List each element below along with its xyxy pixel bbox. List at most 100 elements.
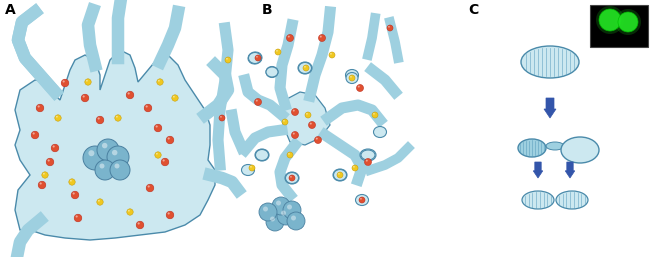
Circle shape (357, 85, 363, 91)
Circle shape (225, 57, 231, 63)
Circle shape (320, 36, 322, 38)
Circle shape (46, 158, 54, 166)
Circle shape (163, 159, 165, 162)
Circle shape (309, 122, 316, 128)
Circle shape (220, 116, 222, 118)
Circle shape (161, 158, 169, 166)
Circle shape (156, 125, 158, 127)
Circle shape (95, 160, 115, 180)
Circle shape (266, 213, 284, 231)
Circle shape (89, 150, 94, 156)
Circle shape (293, 133, 295, 135)
Circle shape (128, 210, 130, 212)
Circle shape (86, 80, 88, 82)
Circle shape (338, 173, 340, 175)
Ellipse shape (255, 149, 269, 161)
Circle shape (275, 49, 281, 55)
Circle shape (157, 79, 163, 85)
Circle shape (287, 205, 292, 209)
Circle shape (55, 115, 61, 121)
Polygon shape (280, 92, 330, 145)
Ellipse shape (286, 172, 299, 183)
Ellipse shape (518, 139, 546, 157)
Circle shape (81, 94, 89, 102)
Circle shape (36, 104, 44, 112)
Circle shape (70, 180, 72, 182)
Circle shape (166, 136, 174, 144)
Circle shape (276, 200, 281, 206)
Circle shape (155, 152, 161, 158)
Circle shape (304, 66, 306, 68)
Circle shape (288, 36, 290, 38)
Circle shape (148, 185, 150, 188)
Circle shape (283, 201, 301, 219)
Circle shape (102, 143, 107, 148)
Circle shape (48, 159, 49, 162)
Circle shape (112, 150, 117, 155)
Text: C: C (468, 3, 478, 17)
Circle shape (38, 105, 40, 107)
Circle shape (282, 119, 288, 125)
Ellipse shape (546, 142, 564, 150)
Text: B: B (262, 3, 273, 17)
Text: A: A (5, 3, 16, 17)
Circle shape (388, 26, 390, 28)
Circle shape (618, 12, 638, 32)
Circle shape (56, 116, 58, 118)
Circle shape (305, 112, 311, 118)
Ellipse shape (242, 164, 255, 176)
Circle shape (276, 50, 278, 52)
Circle shape (329, 52, 335, 58)
Circle shape (277, 207, 295, 225)
Circle shape (137, 222, 140, 225)
Circle shape (136, 221, 144, 229)
Circle shape (359, 197, 365, 203)
Circle shape (272, 197, 290, 215)
Circle shape (76, 215, 77, 217)
Circle shape (31, 131, 39, 139)
Ellipse shape (360, 149, 376, 161)
Circle shape (97, 139, 119, 161)
Circle shape (97, 199, 104, 205)
Circle shape (372, 112, 378, 118)
Circle shape (167, 213, 170, 215)
Circle shape (330, 53, 332, 55)
Circle shape (256, 100, 258, 102)
Ellipse shape (361, 150, 375, 160)
Circle shape (145, 104, 152, 112)
Circle shape (110, 160, 130, 180)
Circle shape (306, 113, 308, 115)
Circle shape (373, 113, 375, 115)
Circle shape (596, 6, 624, 34)
Circle shape (166, 211, 174, 219)
Circle shape (303, 65, 309, 71)
Ellipse shape (266, 67, 278, 77)
Circle shape (316, 137, 318, 140)
Circle shape (38, 181, 46, 189)
Polygon shape (533, 162, 543, 178)
Circle shape (116, 116, 118, 118)
Circle shape (287, 152, 293, 158)
Ellipse shape (266, 67, 278, 78)
Circle shape (53, 145, 55, 148)
Circle shape (61, 79, 69, 87)
Circle shape (107, 146, 129, 168)
Ellipse shape (346, 69, 359, 80)
Circle shape (366, 160, 368, 162)
Circle shape (115, 115, 121, 121)
Circle shape (599, 9, 621, 31)
Circle shape (158, 80, 159, 82)
Circle shape (270, 216, 275, 222)
Circle shape (350, 76, 352, 78)
Circle shape (85, 79, 91, 85)
Polygon shape (565, 162, 575, 178)
Circle shape (219, 115, 225, 121)
Circle shape (73, 192, 75, 195)
Ellipse shape (249, 52, 262, 63)
Circle shape (83, 95, 85, 98)
Ellipse shape (333, 169, 347, 181)
Ellipse shape (346, 72, 358, 84)
Circle shape (69, 179, 76, 185)
Circle shape (287, 212, 305, 230)
Ellipse shape (522, 191, 554, 209)
